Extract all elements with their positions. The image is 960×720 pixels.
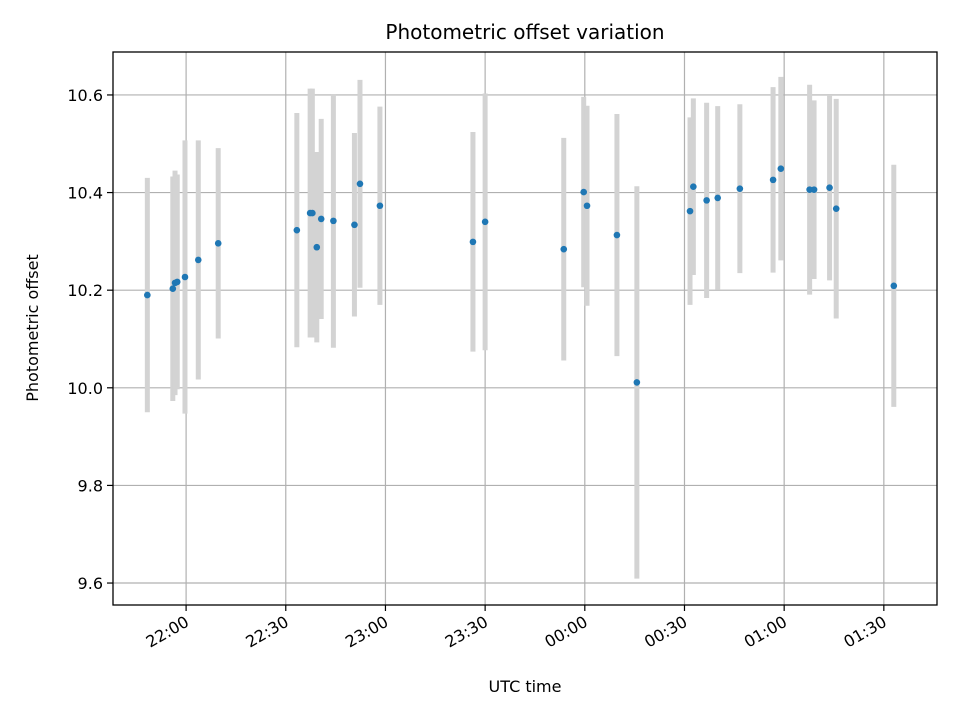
data-point	[173, 278, 181, 286]
x-axis-label: UTC time	[489, 677, 562, 696]
plot-frame	[112, 51, 938, 606]
data-point	[313, 243, 321, 251]
data-point	[181, 273, 189, 281]
data-point	[890, 282, 898, 290]
data-point	[469, 238, 477, 246]
data-point	[613, 231, 621, 239]
data-point	[293, 226, 301, 234]
grid	[113, 52, 937, 605]
y-axis: 9.6 9.8 10.0 10.2 10.4 10.6	[67, 86, 113, 593]
data-point	[633, 379, 641, 386]
data-point	[351, 221, 358, 229]
y-axis-label: Photometric offset	[23, 254, 42, 402]
data-point	[144, 291, 151, 299]
data-point	[214, 240, 222, 247]
data-point	[686, 207, 694, 215]
data-points	[144, 165, 898, 386]
data-point	[376, 202, 384, 210]
data-point	[356, 180, 364, 188]
y-tick-label: 10.2	[67, 281, 103, 300]
y-tick-label: 10.4	[67, 184, 103, 203]
data-point	[769, 176, 777, 184]
y-tick-label: 9.6	[78, 574, 103, 593]
data-point	[309, 209, 316, 217]
chart-title: Photometric offset variation	[385, 20, 664, 44]
data-point	[714, 194, 722, 202]
data-point	[169, 285, 177, 293]
data-point	[736, 185, 744, 192]
y-tick-label: 10.6	[67, 86, 103, 105]
data-point	[330, 217, 337, 225]
data-point	[317, 215, 325, 223]
data-point	[690, 183, 697, 191]
data-point	[194, 256, 202, 264]
y-tick-label: 9.8	[78, 476, 103, 495]
y-tick-label: 10.0	[67, 379, 103, 398]
data-point	[481, 218, 489, 226]
data-point	[703, 197, 710, 204]
data-point	[580, 188, 587, 196]
data-point	[832, 205, 840, 212]
data-point	[560, 245, 568, 253]
data-point	[583, 202, 591, 210]
data-point	[826, 184, 833, 191]
data-point	[777, 165, 785, 172]
data-point	[810, 186, 818, 193]
